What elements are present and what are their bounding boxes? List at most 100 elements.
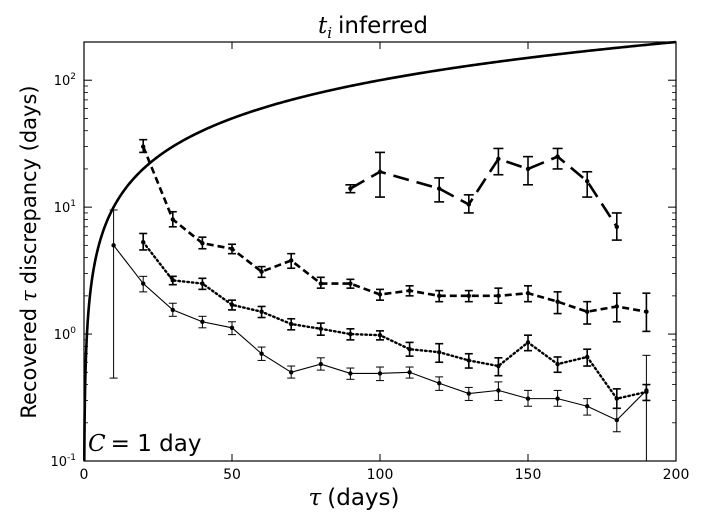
- data-point: [289, 370, 294, 375]
- data-point: [407, 370, 412, 375]
- data-point: [229, 302, 235, 308]
- data-point: [614, 304, 619, 309]
- data-point: [585, 179, 590, 184]
- x-axis-label-text: (days): [327, 485, 399, 511]
- x-tick-label: 50: [223, 467, 241, 483]
- series-long-dashed: [345, 147, 622, 241]
- data-point: [377, 332, 383, 338]
- series-line-long-dashed: [349, 155, 618, 228]
- y-tick-label: 101: [54, 199, 76, 216]
- y-tick-label-exponent: 1: [70, 199, 76, 209]
- data-point: [496, 363, 501, 369]
- data-point: [259, 309, 264, 314]
- series-line-dotted: [142, 240, 648, 400]
- data-point: [555, 299, 560, 304]
- data-point: [525, 396, 531, 401]
- data-point: [200, 240, 205, 246]
- annotation: C = 1 day: [88, 431, 201, 457]
- data-point: [289, 321, 294, 327]
- data-point: [377, 371, 383, 376]
- data-point: [141, 144, 146, 149]
- data-point: [229, 325, 235, 331]
- data-point: [170, 278, 175, 283]
- x-axis-label: τ (days): [309, 485, 400, 511]
- data-point: [348, 186, 353, 191]
- series-layer: [83, 40, 677, 462]
- data-point: [437, 381, 442, 386]
- x-tick-label: 200: [663, 467, 690, 483]
- y-tick-label-base: 10: [54, 328, 71, 343]
- data-point: [348, 371, 353, 376]
- data-point: [229, 246, 235, 251]
- y-axis-label-symbol: τ: [17, 290, 41, 302]
- title-symbol: t: [318, 13, 328, 39]
- data-point: [259, 351, 264, 356]
- data-point: [525, 290, 531, 296]
- x-tick-label: 150: [515, 467, 542, 483]
- data-point: [111, 243, 116, 248]
- data-point: [318, 281, 323, 286]
- y-tick-label-exponent: -1: [67, 453, 76, 463]
- data-point: [348, 281, 353, 286]
- data-point: [614, 224, 619, 230]
- data-point: [318, 326, 323, 332]
- data-point: [644, 388, 649, 393]
- data-point: [377, 292, 383, 297]
- data-point: [585, 354, 590, 360]
- data-point: [466, 293, 471, 299]
- data-point: [348, 331, 353, 337]
- data-point: [466, 358, 471, 363]
- data-point: [614, 417, 619, 423]
- data-point: [466, 391, 471, 396]
- data-point: [585, 404, 590, 409]
- series-dashed: [139, 138, 651, 333]
- y-tick-label: 10-1: [50, 453, 76, 470]
- data-point: [555, 154, 560, 159]
- data-point: [259, 269, 264, 274]
- y-axis-label-prefix: Recovered: [17, 308, 41, 419]
- y-axis-label: Recovered τ discrepancy (days): [17, 85, 41, 418]
- data-point: [644, 309, 649, 314]
- title-subscript: i: [327, 24, 332, 42]
- y-tick-label: 102: [54, 72, 76, 89]
- y-tick-label-base: 10: [54, 74, 71, 89]
- data-point: [496, 293, 501, 299]
- x-axis-label-symbol: τ: [309, 485, 323, 511]
- series-dotted: [139, 232, 651, 410]
- data-point: [170, 307, 175, 313]
- data-point: [614, 396, 619, 401]
- data-point: [466, 202, 471, 207]
- y-axis-label-suffix: discrepancy (days): [17, 85, 41, 284]
- data-point: [555, 396, 560, 401]
- data-point: [200, 319, 205, 324]
- data-point: [318, 361, 323, 367]
- y-tick-label-base: 10: [50, 455, 67, 470]
- y-tick-label-exponent: 0: [70, 326, 76, 336]
- data-point: [437, 349, 442, 355]
- y-tick-label-base: 10: [54, 201, 71, 216]
- annotation-symbol: C: [88, 431, 106, 457]
- series-line-dashed: [141, 146, 647, 314]
- y-tick-label-exponent: 2: [70, 72, 76, 82]
- x-tick-label: 100: [367, 467, 394, 483]
- data-point: [170, 217, 175, 222]
- data-point: [141, 281, 146, 286]
- data-point: [437, 293, 442, 299]
- title-text: inferred: [338, 13, 428, 39]
- data-point: [289, 258, 294, 263]
- data-point: [585, 309, 590, 314]
- chart-title: ti inferred: [318, 13, 428, 42]
- y-tick-label: 100: [54, 326, 77, 343]
- data-point: [407, 288, 412, 293]
- data-point: [377, 169, 383, 174]
- annotation-text: = 1 day: [111, 431, 202, 457]
- data-point: [496, 156, 501, 162]
- data-point: [555, 361, 560, 367]
- data-point: [407, 346, 412, 352]
- data-point: [525, 340, 531, 345]
- reference-line-curve: [83, 40, 677, 461]
- data-point: [525, 166, 531, 172]
- data-point: [200, 281, 205, 286]
